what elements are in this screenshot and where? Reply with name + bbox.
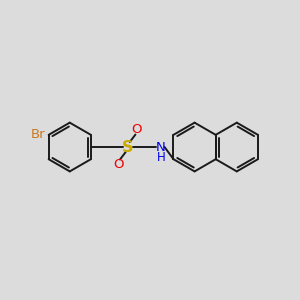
Text: S: S xyxy=(122,140,134,154)
Text: N: N xyxy=(155,140,165,154)
Text: Br: Br xyxy=(31,128,45,141)
Text: O: O xyxy=(113,158,124,171)
Text: O: O xyxy=(131,123,142,136)
Text: H: H xyxy=(157,151,165,164)
